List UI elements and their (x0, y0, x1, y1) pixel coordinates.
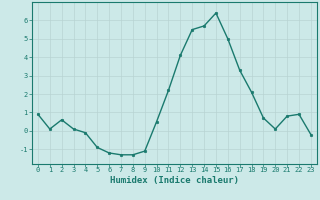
X-axis label: Humidex (Indice chaleur): Humidex (Indice chaleur) (110, 176, 239, 185)
